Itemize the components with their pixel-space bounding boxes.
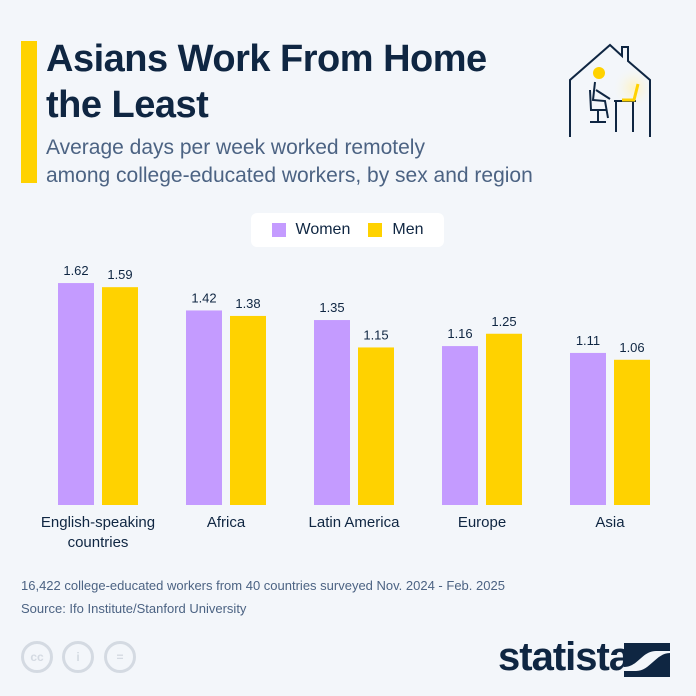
category-label: Europe	[458, 514, 506, 531]
attribution-icon[interactable]: i	[62, 641, 94, 673]
legend-label-men: Men	[392, 221, 424, 238]
bar-men	[102, 287, 138, 505]
legend-label-women: Women	[295, 221, 351, 238]
title-accent-bar	[21, 41, 37, 183]
bar-women	[314, 320, 350, 505]
legend-swatch-women	[271, 223, 286, 237]
statista-logo[interactable]: statista	[498, 635, 631, 679]
legend-item-women: Women	[271, 221, 351, 239]
title-line-2: the Least	[46, 84, 209, 126]
legend-item-men: Men	[368, 221, 423, 239]
data-label: 1.06	[619, 340, 644, 355]
data-label: 1.25	[491, 314, 516, 329]
bar-women	[186, 310, 222, 505]
data-label: 1.11	[576, 333, 600, 348]
subtitle-line-2: among college-educated workers, by sex a…	[46, 164, 533, 187]
bar-men	[230, 315, 266, 505]
data-label: 1.59	[107, 267, 132, 282]
subtitle-line-1: Average days per week worked remotely	[46, 136, 425, 159]
category-label: Asia	[595, 514, 625, 531]
title-line-1: Asians Work From Home	[46, 38, 487, 80]
bar-men	[614, 359, 650, 505]
statista-logo-mark	[624, 643, 670, 677]
legend-swatch-men	[368, 223, 383, 237]
bar-chart: 1.62 1.59 English-speaking countries 1.42 1.3…	[41, 263, 650, 551]
page-title: Asians Work From Home the Least	[46, 36, 487, 128]
bar-women	[442, 346, 478, 505]
bar-women	[58, 283, 94, 505]
category-label: countries	[68, 534, 129, 551]
bar-men	[486, 333, 522, 505]
category-label: English-speaking	[41, 514, 155, 531]
subtitle: Average days per week worked remotely am…	[46, 134, 533, 190]
data-label: 1.38	[235, 296, 260, 311]
category-label: Africa	[207, 514, 246, 531]
bar-men	[358, 347, 394, 505]
source-note: Source: Ifo Institute/Stanford Universit…	[21, 601, 247, 616]
survey-note: 16,422 college-educated workers from 40 …	[21, 578, 505, 593]
legend: Women Men	[251, 213, 444, 247]
cc-license-icon[interactable]: cc	[21, 641, 53, 673]
no-derivatives-icon[interactable]: =	[104, 641, 136, 673]
category-label: Latin America	[309, 514, 401, 531]
work-from-home-icon	[569, 43, 656, 137]
data-label: 1.15	[363, 327, 388, 342]
bar-women	[570, 352, 606, 505]
data-label: 1.42	[191, 290, 216, 305]
data-label: 1.35	[319, 300, 344, 315]
data-label: 1.62	[63, 263, 88, 278]
data-label: 1.16	[447, 326, 472, 341]
